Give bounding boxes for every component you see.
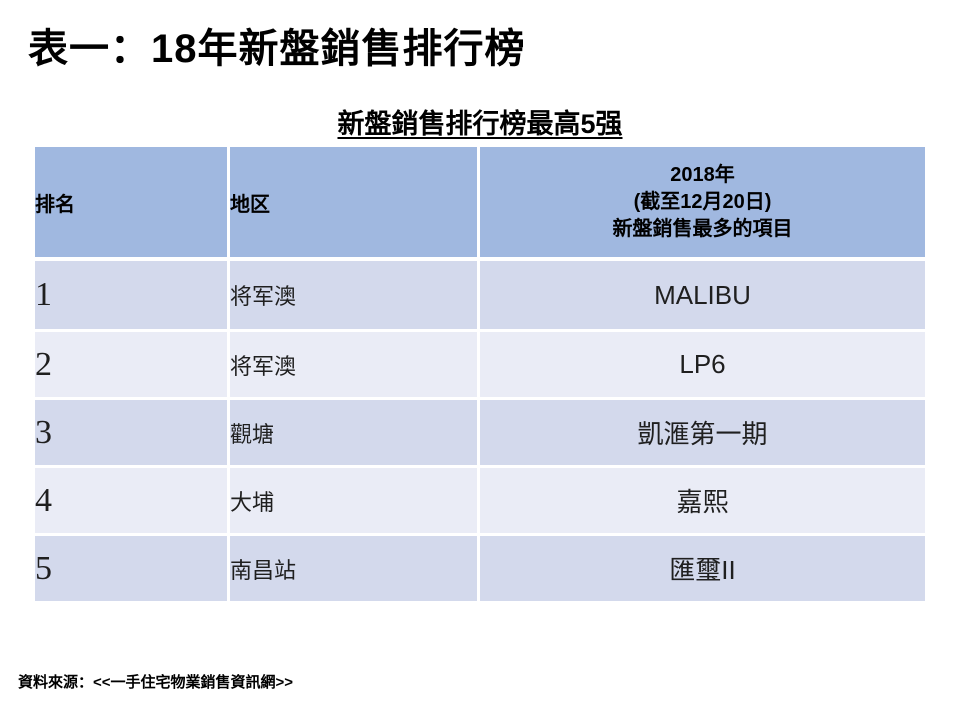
table-caption: 新盤銷售排行榜最高5强 [337, 109, 623, 139]
page-title: 表一：18年新盤銷售排行榜 [28, 27, 526, 71]
table-row: 4 大埔 嘉熙 [35, 465, 925, 533]
district-cell: 觀塘 [230, 397, 480, 465]
rank-cell: 2 [35, 329, 230, 397]
table-caption-container: 新盤銷售排行榜最高5强 [35, 102, 925, 141]
district-cell: 将军澳 [230, 329, 480, 397]
ranking-table: 排名 地区 2018年 (截至12月20日) 新盤銷售最多的項目 1 将军澳 M… [35, 147, 925, 601]
project-cell: 嘉熙 [480, 465, 925, 533]
district-cell: 南昌站 [230, 533, 480, 601]
project-cell: 匯璽II [480, 533, 925, 601]
table-row: 3 觀塘 凱滙第一期 [35, 397, 925, 465]
project-cell: 凱滙第一期 [480, 397, 925, 465]
table-row: 1 将军澳 MALIBU [35, 261, 925, 329]
header-row: 排名 地区 2018年 (截至12月20日) 新盤銷售最多的項目 [35, 147, 925, 261]
rank-cell: 4 [35, 465, 230, 533]
rank-cell: 1 [35, 261, 230, 329]
column-header-project-line3: 新盤銷售最多的項目 [612, 217, 793, 240]
district-cell: 大埔 [230, 465, 480, 533]
district-cell: 将军澳 [230, 261, 480, 329]
rank-cell: 3 [35, 397, 230, 465]
source-note: 資料來源：<<一手住宅物業銷售資訊網>> [18, 674, 294, 691]
table-row: 2 将军澳 LP6 [35, 329, 925, 397]
project-cell: LP6 [480, 329, 925, 397]
column-header-rank: 排名 [35, 147, 230, 261]
table-row: 5 南昌站 匯璽II [35, 533, 925, 601]
column-header-project-line2: (截至12月20日) [633, 190, 772, 213]
rank-cell: 5 [35, 533, 230, 601]
column-header-project: 2018年 (截至12月20日) 新盤銷售最多的項目 [480, 147, 925, 261]
project-cell: MALIBU [480, 261, 925, 329]
column-header-project-line1: 2018年 [670, 163, 735, 186]
column-header-district: 地区 [230, 147, 480, 261]
